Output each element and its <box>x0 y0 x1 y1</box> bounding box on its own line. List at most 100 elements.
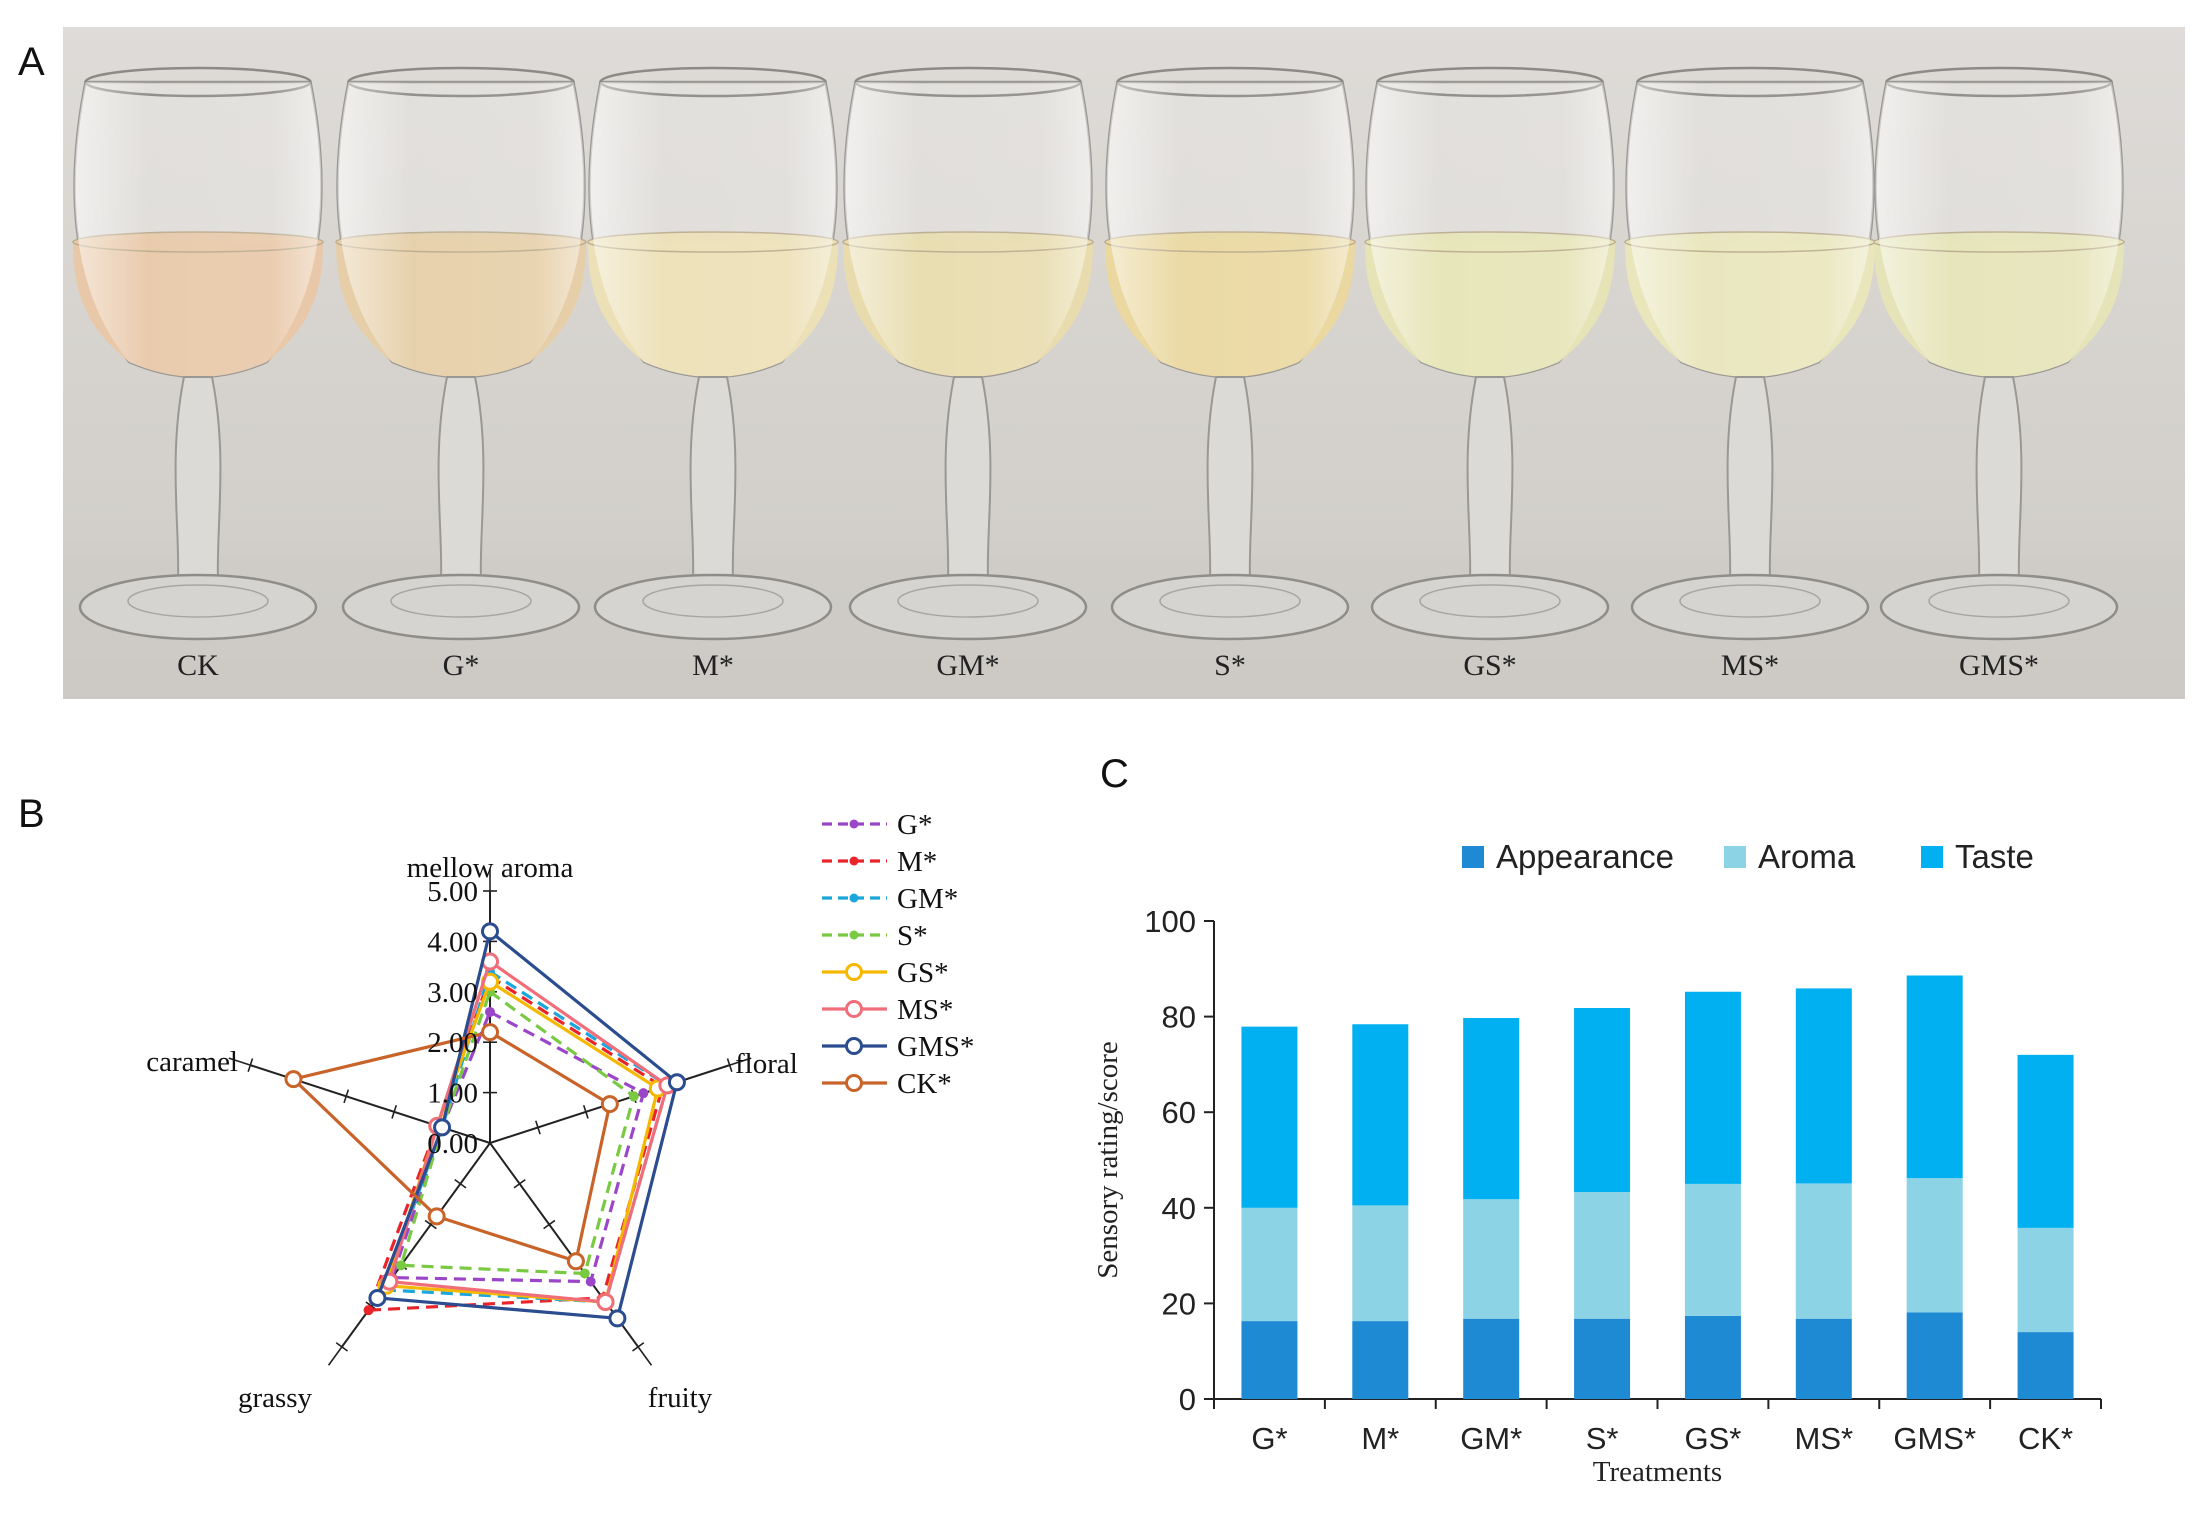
bar-y-axis-title: Sensory rating/score <box>1092 1041 1124 1279</box>
stacked-bar-chart: Appearance Aroma Taste 0 20 40 60 80 100 G* M* GM… <box>1092 838 2102 1488</box>
radar-tick-mark <box>543 1219 556 1230</box>
wine-glass-gs-star <box>1364 66 1616 641</box>
glass-label-gm-star: GM* <box>936 649 999 682</box>
bar-gm-star-taste <box>1463 1018 1520 1200</box>
glass-base <box>593 573 833 641</box>
radar-tick-mark <box>454 1179 467 1189</box>
radar-tick-mark <box>582 1104 589 1119</box>
radar-axis-label-grassy: grassy <box>238 1382 313 1414</box>
wine-glass-ck <box>72 66 324 641</box>
glass-label-m-star: M* <box>692 649 734 682</box>
radar-axis-label-caramel: caramel <box>146 1046 238 1078</box>
radar-point-ck-star-mellow-aroma <box>481 1023 499 1042</box>
bar-g-star-aroma <box>1241 1207 1298 1322</box>
glass-shine <box>1106 82 1354 377</box>
radar-tick-label: 0.00 <box>427 1128 478 1160</box>
radar-point-gms-star-floral <box>667 1073 686 1092</box>
bar-legend-label-aroma: Aroma <box>1758 838 1856 875</box>
bar-m-star-appearance <box>1352 1321 1409 1399</box>
radar-tick-label: 5.00 <box>427 876 478 908</box>
bar-gs-star-taste <box>1684 991 1741 1184</box>
radar-series-line-gm-star <box>381 969 670 1304</box>
radar-point-gms-star-grassy <box>368 1288 387 1307</box>
radar-legend-label-ms-star: MS* <box>897 994 953 1026</box>
bar-ms-star-appearance <box>1795 1318 1852 1399</box>
radar-axis-leader <box>327 1346 343 1366</box>
wine-glass-s-star <box>1104 66 1356 641</box>
radar-chart: 5.00 4.00 3.00 2.00 1.00 0.00 mellow aroma flo… <box>146 809 974 1414</box>
radar-legend-label-g-star: G* <box>897 809 932 841</box>
radar-legend-marker <box>849 819 859 829</box>
glass-base-inner <box>390 584 532 618</box>
radar-point-ck-star-floral <box>600 1095 619 1114</box>
glass-stem <box>1206 376 1254 583</box>
glass-stem <box>174 376 222 583</box>
radar-legend-marker <box>845 1074 863 1092</box>
glass-stem <box>944 376 992 583</box>
glass-shine <box>589 82 837 377</box>
wine-glass-gm-star <box>842 66 1094 641</box>
glass-stem <box>437 376 485 583</box>
radar-legend-marker <box>849 893 859 903</box>
glass-label-g-star: G* <box>443 649 480 682</box>
bar-g-star-appearance <box>1241 1321 1298 1399</box>
radar-legend-label-ck-star: CK* <box>897 1068 952 1100</box>
radar-series-line-s-star <box>398 989 636 1276</box>
radar-point-s-star-grassy <box>396 1260 407 1271</box>
bar-ck-star-aroma <box>2017 1227 2074 1333</box>
bar-gm-star-aroma <box>1463 1199 1520 1319</box>
glass-base <box>341 573 581 641</box>
radar-point-m-star-grassy <box>363 1305 374 1316</box>
glass-shine <box>1626 82 1874 377</box>
glass-stem <box>689 376 737 583</box>
radar-chart-panel: 5.00 4.00 3.00 2.00 1.00 0.00 mellow aroma flo… <box>0 780 1070 1510</box>
radar-point-gms-star-fruity <box>608 1309 627 1328</box>
radar-tick-mark <box>535 1120 541 1135</box>
radar-legend-marker <box>845 1037 863 1055</box>
radar-axis-leader <box>637 1346 653 1366</box>
radar-point-ms-star-fruity <box>596 1293 615 1312</box>
radar-point-ck-star-grassy <box>427 1207 446 1226</box>
glass-label-gms-star: GMS* <box>1959 649 2039 682</box>
glass-stem <box>1466 376 1514 583</box>
bar-x-tick-label-gm-star: GM* <box>1460 1421 1522 1456</box>
radar-legend-marker <box>849 930 859 940</box>
bar-x-tick-label-m-star: M* <box>1361 1421 1399 1456</box>
radar-series-line-ms-star <box>387 959 670 1304</box>
bar-s-star-appearance <box>1574 1318 1631 1399</box>
glass-base <box>1879 573 2119 641</box>
radar-point-s-star-fruity <box>579 1268 590 1279</box>
glass-base-inner <box>897 584 1039 618</box>
radar-legend-marker <box>845 963 863 981</box>
radar-tick-mark <box>391 1104 398 1119</box>
radar-tick-label: 2.00 <box>427 1027 478 1059</box>
radar-axis-leader <box>729 1057 752 1066</box>
bar-gms-star-appearance <box>1906 1312 1963 1399</box>
bar-ck-star-appearance <box>2017 1332 2074 1399</box>
radar-axis-label-mellow-aroma: mellow aroma <box>407 852 574 884</box>
bar-x-tick-label-gs-star: GS* <box>1685 1421 1742 1456</box>
bar-s-star-aroma <box>1574 1192 1631 1319</box>
wine-glasses-photo: CK G* M* GM* S* GS* MS* GMS* <box>63 27 2185 699</box>
bar-gms-star-taste <box>1906 975 1963 1179</box>
radar-legend-label-s-star: S* <box>897 920 928 952</box>
glass-shine <box>844 82 1092 377</box>
bar-legend-swatch-taste <box>1921 846 1943 868</box>
radar-point-g-star-mellow-aroma <box>485 1006 495 1017</box>
glass-base-inner <box>1928 584 2070 618</box>
bar-chart-panel: Appearance Aroma Taste 0 20 40 60 80 100 G* M* GM… <box>1070 740 2200 1510</box>
bar-legend-swatch-aroma <box>1724 846 1746 868</box>
glass-base-inner <box>1159 584 1301 618</box>
glass-base-inner <box>1419 584 1561 618</box>
glass-base <box>1630 573 1870 641</box>
bar-legend-label-taste: Taste <box>1955 838 2034 875</box>
radar-point-gms-star-mellow-aroma <box>481 922 499 941</box>
radar-legend-marker <box>849 856 859 866</box>
glass-stem <box>1975 376 2023 583</box>
glass-base-inner <box>642 584 784 618</box>
radar-point-ck-star-fruity <box>566 1252 585 1271</box>
bar-m-star-aroma <box>1352 1205 1409 1322</box>
radar-axis-grassy <box>341 1142 491 1348</box>
radar-point-g-star-fruity <box>585 1276 596 1287</box>
wine-glasses-illustration: CK G* M* GM* S* GS* MS* GMS* <box>63 27 2185 699</box>
